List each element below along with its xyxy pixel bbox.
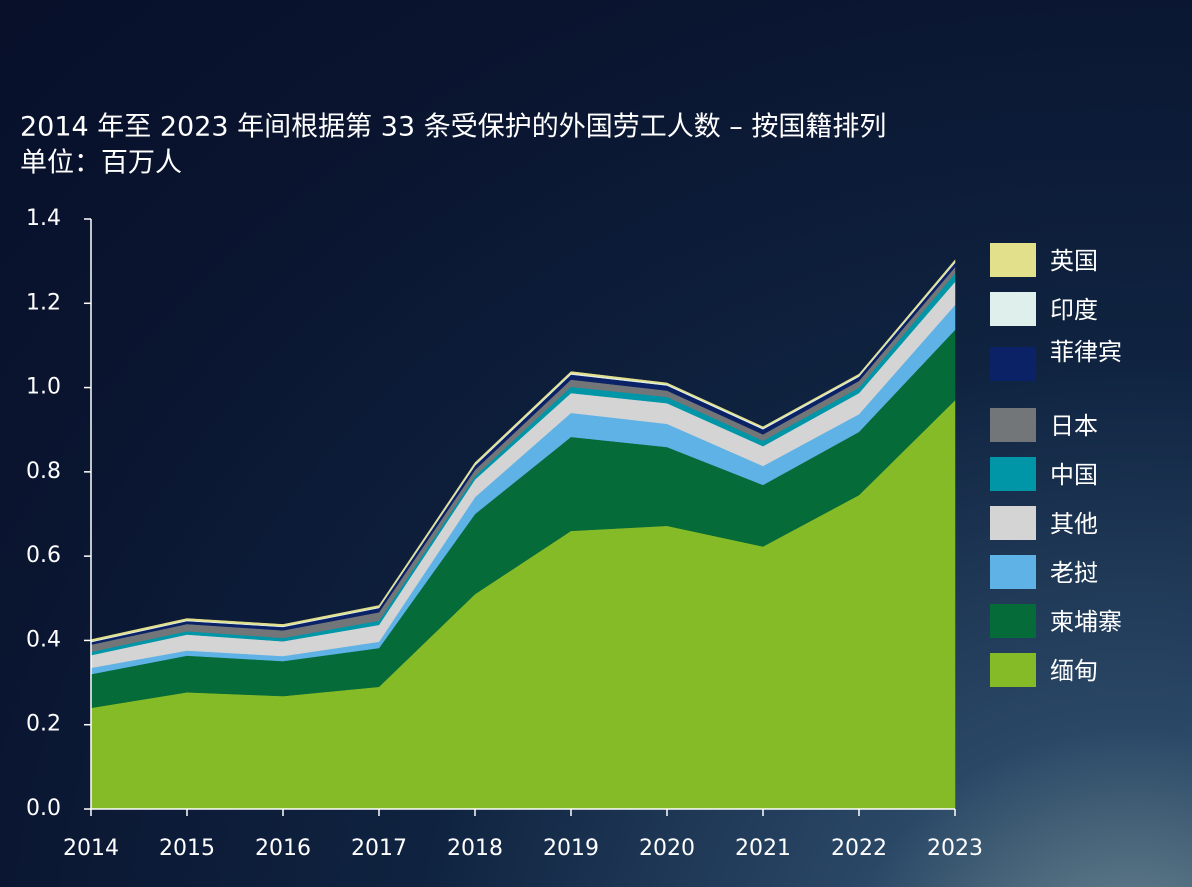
legend-swatch bbox=[990, 292, 1036, 326]
x-tick-label: 2021 bbox=[735, 836, 791, 861]
x-tick-label: 2015 bbox=[159, 836, 215, 861]
y-tick-label: 0.2 bbox=[26, 712, 61, 737]
legend-swatch bbox=[990, 653, 1036, 687]
y-tick-label: 0.4 bbox=[26, 627, 61, 652]
y-tick-label: 1.4 bbox=[26, 206, 61, 231]
chart-title: 2014 年至 2023 年间根据第 33 条受保护的外国劳工人数 – 按国籍排… bbox=[20, 112, 886, 143]
x-tick-label: 2020 bbox=[639, 836, 695, 861]
legend-label: 日本 bbox=[1050, 412, 1098, 440]
legend-swatch bbox=[990, 555, 1036, 589]
y-tick-label: 1.0 bbox=[26, 375, 61, 400]
legend-swatch bbox=[990, 506, 1036, 540]
x-tick-label: 2023 bbox=[927, 836, 983, 861]
legend-swatch bbox=[990, 347, 1036, 381]
x-tick-label: 2017 bbox=[351, 836, 407, 861]
legend-label: 印度 bbox=[1050, 296, 1098, 324]
y-tick-label: 0.6 bbox=[26, 543, 61, 568]
y-tick-label: 0.8 bbox=[26, 459, 61, 484]
legend-swatch bbox=[990, 457, 1036, 491]
y-tick-label: 1.2 bbox=[26, 290, 61, 315]
legend-label: 缅甸 bbox=[1050, 657, 1098, 685]
legend-label: 老挝 bbox=[1050, 559, 1098, 587]
legend-swatch bbox=[990, 604, 1036, 638]
x-tick-label: 2022 bbox=[831, 836, 887, 861]
x-tick-label: 2018 bbox=[447, 836, 503, 861]
legend-label: 其他 bbox=[1050, 510, 1098, 538]
x-tick-label: 2014 bbox=[63, 836, 119, 861]
legend-label: 中国 bbox=[1050, 461, 1098, 489]
legend-label: 柬埔寨 bbox=[1050, 608, 1122, 636]
y-tick-label: 0.0 bbox=[26, 796, 61, 821]
chart-subtitle: 单位：百万人 bbox=[20, 148, 182, 179]
x-tick-label: 2016 bbox=[255, 836, 311, 861]
legend-label: 英国 bbox=[1050, 247, 1098, 275]
legend-label: 菲律宾 bbox=[1050, 338, 1122, 366]
legend-swatch bbox=[990, 243, 1036, 277]
legend-swatch bbox=[990, 408, 1036, 442]
x-tick-label: 2019 bbox=[543, 836, 599, 861]
area bbox=[90, 259, 956, 642]
